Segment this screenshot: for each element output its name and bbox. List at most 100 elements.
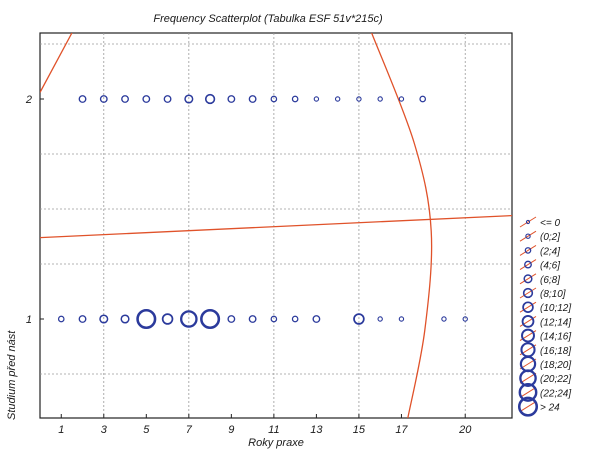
legend-marker [523,274,533,284]
legend-label: (12;14] [540,317,571,328]
y-axis-label: Studium před nást [6,330,18,420]
scatter-point [356,96,362,102]
scatter-point [377,316,383,322]
legend-label: (4;6] [540,261,560,272]
scatter-point [227,95,236,103]
legend-entry: (10;12] [519,301,571,314]
legend-fit-swatch [519,386,537,398]
legend-label: (18;20] [540,360,571,371]
legend-label: (8;10] [540,289,566,300]
scatter-point [184,94,194,104]
legend-marker [521,328,535,343]
legend-label: (16;18] [540,346,571,357]
legend-fit-swatch [519,273,537,285]
legend-marker [522,287,534,299]
legend-entry: (18;20] [519,355,571,373]
legend-entry: > 24 [517,396,560,417]
scatter-point [377,96,383,102]
scatter-point [398,316,405,322]
legend-marker [522,301,534,313]
y-axis-ticks: 12 [25,94,44,326]
legend-marker [524,247,532,254]
legend-label: (0;2] [540,232,560,243]
legend-fit-swatch [519,372,537,384]
legend-label: (2;4] [540,246,560,257]
legend-label: (20;22] [540,374,571,385]
plot-area [39,32,513,419]
legend-label: (22;24] [540,388,571,399]
scatter-point [419,95,427,103]
scatter-point [120,314,130,324]
data-points [57,93,468,330]
scatter-point [270,95,278,103]
legend-fit-swatch [519,287,537,299]
legend-label: (14;16] [540,332,571,343]
scatter-point [248,315,257,323]
x-axis-label: Roky praxe [248,437,304,449]
legend-fit-swatch [519,301,537,313]
scatter-point [462,316,468,322]
x-tick-label: 9 [228,424,234,436]
y-tick-label: 1 [26,314,32,326]
x-tick-label: 7 [186,424,193,436]
legend-marker [517,396,539,417]
x-tick-label: 17 [395,424,408,436]
x-tick-label: 15 [353,424,366,436]
scatter-point [291,315,299,323]
legend-fit-swatch [519,230,537,242]
y-tick-label: 2 [25,94,32,106]
legend-marker [519,369,537,388]
scatter-point [200,308,221,330]
scatter-point [353,313,365,325]
scatter-point [161,313,174,325]
legend-entry: (22;24] [518,382,571,402]
legend-entry: (14;16] [519,328,571,343]
scatter-point [334,96,341,102]
legend-entry: (16;18] [519,342,571,358]
scatter-point [204,93,216,105]
legend-entry: (4;6] [519,259,560,272]
scatter-point [142,95,151,103]
legend-fit-swatch [519,401,537,413]
scatter-point [99,95,108,103]
x-tick-label: 11 [268,424,279,436]
x-tick-label: 20 [458,424,472,436]
legend: <= 0 (0;2] (2;4] (4;6] (6;8] (8;10] (10;12] (12… [517,216,571,417]
legend-label: (10;12] [540,303,571,314]
legend-entry: (0;2] [519,230,560,243]
fit-curve [40,214,512,239]
x-axis-ticks: 1 3 5 7 9 11 13 15 17 20 [58,414,472,436]
scatter-point [136,308,157,330]
legend-entry: (20;22] [519,369,571,388]
legend-label: (6;8] [540,275,560,286]
legend-entry: <= 0 [519,216,560,229]
fit-curve [40,33,73,93]
legend-marker [518,382,538,402]
legend-label: > 24 [540,403,560,414]
x-tick-label: 1 [58,424,64,436]
scatter-point [441,316,447,322]
legend-entry: (2;4] [519,244,560,257]
scatter-point [248,95,257,103]
scatter-point [99,314,109,324]
scatter-point [180,310,198,328]
legend-label: <= 0 [540,218,560,229]
legend-fit-swatch [519,216,537,228]
fit-curves [40,33,512,418]
legend-entry: (6;8] [519,273,560,286]
scatter-point [78,315,87,323]
scatter-point [78,95,87,103]
legend-marker [525,233,531,239]
scatter-point [312,315,321,323]
fit-curve [371,33,433,418]
scatter-point [163,95,172,103]
chart-title: Frequency Scatterplot (Tabulka ESF 51v*2… [153,13,383,25]
legend-entry: (12;14] [519,315,571,328]
x-tick-label: 5 [143,424,150,436]
legend-entry: (8;10] [519,287,566,300]
scatter-point [121,95,129,103]
scatter-point [227,315,236,323]
legend-marker [521,315,535,328]
scatter-point [270,315,278,323]
